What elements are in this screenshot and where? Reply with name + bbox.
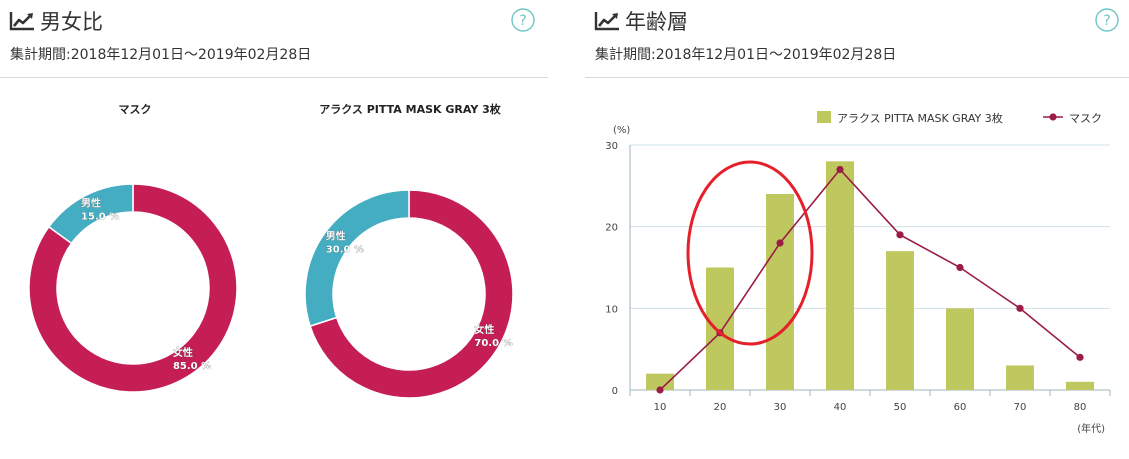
line-point-30[interactable] xyxy=(776,239,784,247)
line-point-40[interactable] xyxy=(836,165,844,174)
help-icon[interactable]: ? xyxy=(511,8,535,32)
x-axis-label: (年代) xyxy=(1077,422,1105,435)
x-tick-label: 40 xyxy=(834,402,847,413)
svg-text:女性: 女性 xyxy=(173,346,193,359)
help-icon[interactable]: ? xyxy=(1095,8,1119,32)
x-tick-label: 30 xyxy=(774,402,787,413)
bar-70[interactable] xyxy=(1006,365,1034,391)
x-tick-label: 50 xyxy=(894,402,907,413)
y-tick-label: 30 xyxy=(605,141,618,152)
legend-swatch-bar xyxy=(817,111,831,123)
line-point-60[interactable] xyxy=(956,263,964,272)
slice-label: 男性 15.0 % xyxy=(81,196,120,223)
svg-text:15.0 %: 15.0 % xyxy=(81,212,119,223)
line-point-50[interactable] xyxy=(896,231,904,239)
bar-30[interactable] xyxy=(766,194,794,390)
bar-10[interactable] xyxy=(646,373,674,390)
line-point-70[interactable] xyxy=(1016,304,1024,312)
legend-label: アラクス PITTA MASK GRAY 3枚 xyxy=(837,111,1003,125)
svg-text:70.0 %: 70.0 % xyxy=(474,338,512,349)
line-point-80[interactable] xyxy=(1076,353,1084,361)
x-tick-label: 70 xyxy=(1014,402,1027,413)
bar-20[interactable] xyxy=(706,267,734,391)
trend-chart-icon xyxy=(9,12,34,31)
gender-donut-charts: 女性 85.0 % 男性 15.0 % 女性 70.0 % 男性 30.0 % xyxy=(28,183,514,399)
svg-text:30.0 %: 30.0 % xyxy=(326,244,364,255)
trend-chart-icon xyxy=(594,12,619,31)
donut-slice-male[interactable] xyxy=(304,189,410,328)
svg-text:男性: 男性 xyxy=(326,229,346,242)
age-group-panel: 年齢層 集計期間:2018年12月01日～2019年02月28日 ? 0 10 20… xyxy=(585,0,1129,459)
page-title: 男女比 xyxy=(40,10,103,34)
y-tick-label: 10 xyxy=(605,304,618,315)
legend-swatch-point xyxy=(1049,113,1057,121)
donut-title: マスク xyxy=(118,103,152,116)
y-axis-label: (%) xyxy=(613,125,630,136)
donut-slice-female[interactable] xyxy=(309,189,514,399)
legend-label: マスク xyxy=(1069,112,1102,125)
period-label: 集計期間:2018年12月01日～2019年02月28日 xyxy=(10,47,312,63)
divider xyxy=(0,77,548,78)
svg-text:?: ? xyxy=(519,13,526,29)
y-tick-label: 20 xyxy=(605,223,618,234)
divider xyxy=(585,77,1129,78)
bar-60[interactable] xyxy=(946,308,974,390)
period-label: 集計期間:2018年12月01日～2019年02月28日 xyxy=(595,47,897,63)
bar-40[interactable] xyxy=(826,161,854,390)
slice-label: 女性 85.0 % xyxy=(173,346,212,372)
bar-80[interactable] xyxy=(1066,381,1094,390)
slice-label: 男性 30.0 % xyxy=(326,229,365,255)
bar-50[interactable] xyxy=(886,251,914,390)
x-tick-label: 60 xyxy=(954,402,967,413)
annotation-ellipse xyxy=(686,160,814,346)
svg-text:?: ? xyxy=(1103,13,1110,29)
line-series-mask xyxy=(659,168,1081,391)
gender-ratio-panel: 男女比 集計期間:2018年12月01日～2019年02月28日 ? マスク ア… xyxy=(0,0,548,459)
donut-slice-female[interactable] xyxy=(28,183,238,393)
x-tick-label: 80 xyxy=(1074,402,1087,413)
slice-label: 女性 70.0 % xyxy=(474,323,513,349)
x-tick-label: 10 xyxy=(654,402,667,413)
svg-text:女性: 女性 xyxy=(474,323,494,336)
x-tick-label: 20 xyxy=(714,402,727,413)
donut-slice-male[interactable] xyxy=(47,183,134,245)
svg-text:85.0 %: 85.0 % xyxy=(173,361,211,372)
age-bar-line-chart: 0 10 20 30 (%) (年代) 10 20 30 40 50 60 70 80 アラクス PITTA… xyxy=(605,111,1111,435)
line-point-10[interactable] xyxy=(656,386,664,394)
chart-legend: アラクス PITTA MASK GRAY 3枚 マスク xyxy=(817,111,1102,125)
svg-text:男性: 男性 xyxy=(81,197,101,210)
donut-title: アラクス PITTA MASK GRAY 3枚 xyxy=(319,103,501,116)
page-title: 年齢層 xyxy=(625,10,688,34)
y-tick-label: 0 xyxy=(612,386,618,397)
